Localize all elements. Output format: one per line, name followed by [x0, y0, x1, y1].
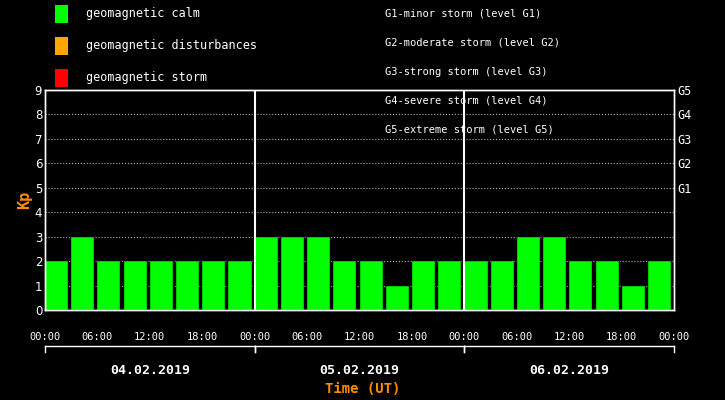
- Text: geomagnetic disturbances: geomagnetic disturbances: [86, 40, 257, 52]
- Bar: [543, 237, 566, 310]
- Bar: [307, 237, 330, 310]
- Text: G1-minor storm (level G1): G1-minor storm (level G1): [385, 9, 542, 19]
- Bar: [150, 261, 173, 310]
- Text: 18:00: 18:00: [186, 332, 218, 342]
- Text: geomagnetic storm: geomagnetic storm: [86, 72, 207, 84]
- Text: G2-moderate storm (level G2): G2-moderate storm (level G2): [385, 38, 560, 48]
- Text: 12:00: 12:00: [554, 332, 585, 342]
- Bar: [595, 261, 618, 310]
- Text: geomagnetic calm: geomagnetic calm: [86, 8, 200, 20]
- Text: 00:00: 00:00: [29, 332, 61, 342]
- Bar: [648, 261, 671, 310]
- Bar: [438, 261, 461, 310]
- Bar: [176, 261, 199, 310]
- Bar: [202, 261, 225, 310]
- Bar: [71, 237, 94, 310]
- Bar: [569, 261, 592, 310]
- Bar: [491, 261, 514, 310]
- Bar: [123, 261, 146, 310]
- Text: 06:00: 06:00: [82, 332, 113, 342]
- Bar: [465, 261, 487, 310]
- Text: G3-strong storm (level G3): G3-strong storm (level G3): [385, 67, 547, 77]
- Text: 06:00: 06:00: [291, 332, 323, 342]
- Bar: [281, 237, 304, 310]
- Text: 00:00: 00:00: [239, 332, 270, 342]
- Text: 18:00: 18:00: [397, 332, 428, 342]
- Bar: [97, 261, 120, 310]
- Bar: [412, 261, 435, 310]
- Text: 05.02.2019: 05.02.2019: [320, 364, 399, 377]
- Text: 12:00: 12:00: [134, 332, 165, 342]
- Bar: [334, 261, 357, 310]
- Text: G4-severe storm (level G4): G4-severe storm (level G4): [385, 95, 547, 105]
- Bar: [254, 237, 278, 310]
- Bar: [386, 286, 409, 310]
- Text: G5-extreme storm (level G5): G5-extreme storm (level G5): [385, 124, 554, 134]
- Bar: [517, 237, 540, 310]
- Text: 06:00: 06:00: [501, 332, 533, 342]
- Text: Time (UT): Time (UT): [325, 382, 400, 396]
- Bar: [622, 286, 645, 310]
- Text: 06.02.2019: 06.02.2019: [529, 364, 610, 377]
- Text: 12:00: 12:00: [344, 332, 376, 342]
- Text: 00:00: 00:00: [658, 332, 690, 342]
- Text: 00:00: 00:00: [449, 332, 480, 342]
- Y-axis label: Kp: Kp: [17, 191, 32, 209]
- Bar: [45, 261, 68, 310]
- Text: 18:00: 18:00: [606, 332, 637, 342]
- Bar: [228, 261, 252, 310]
- Bar: [360, 261, 383, 310]
- Text: 04.02.2019: 04.02.2019: [109, 364, 190, 377]
